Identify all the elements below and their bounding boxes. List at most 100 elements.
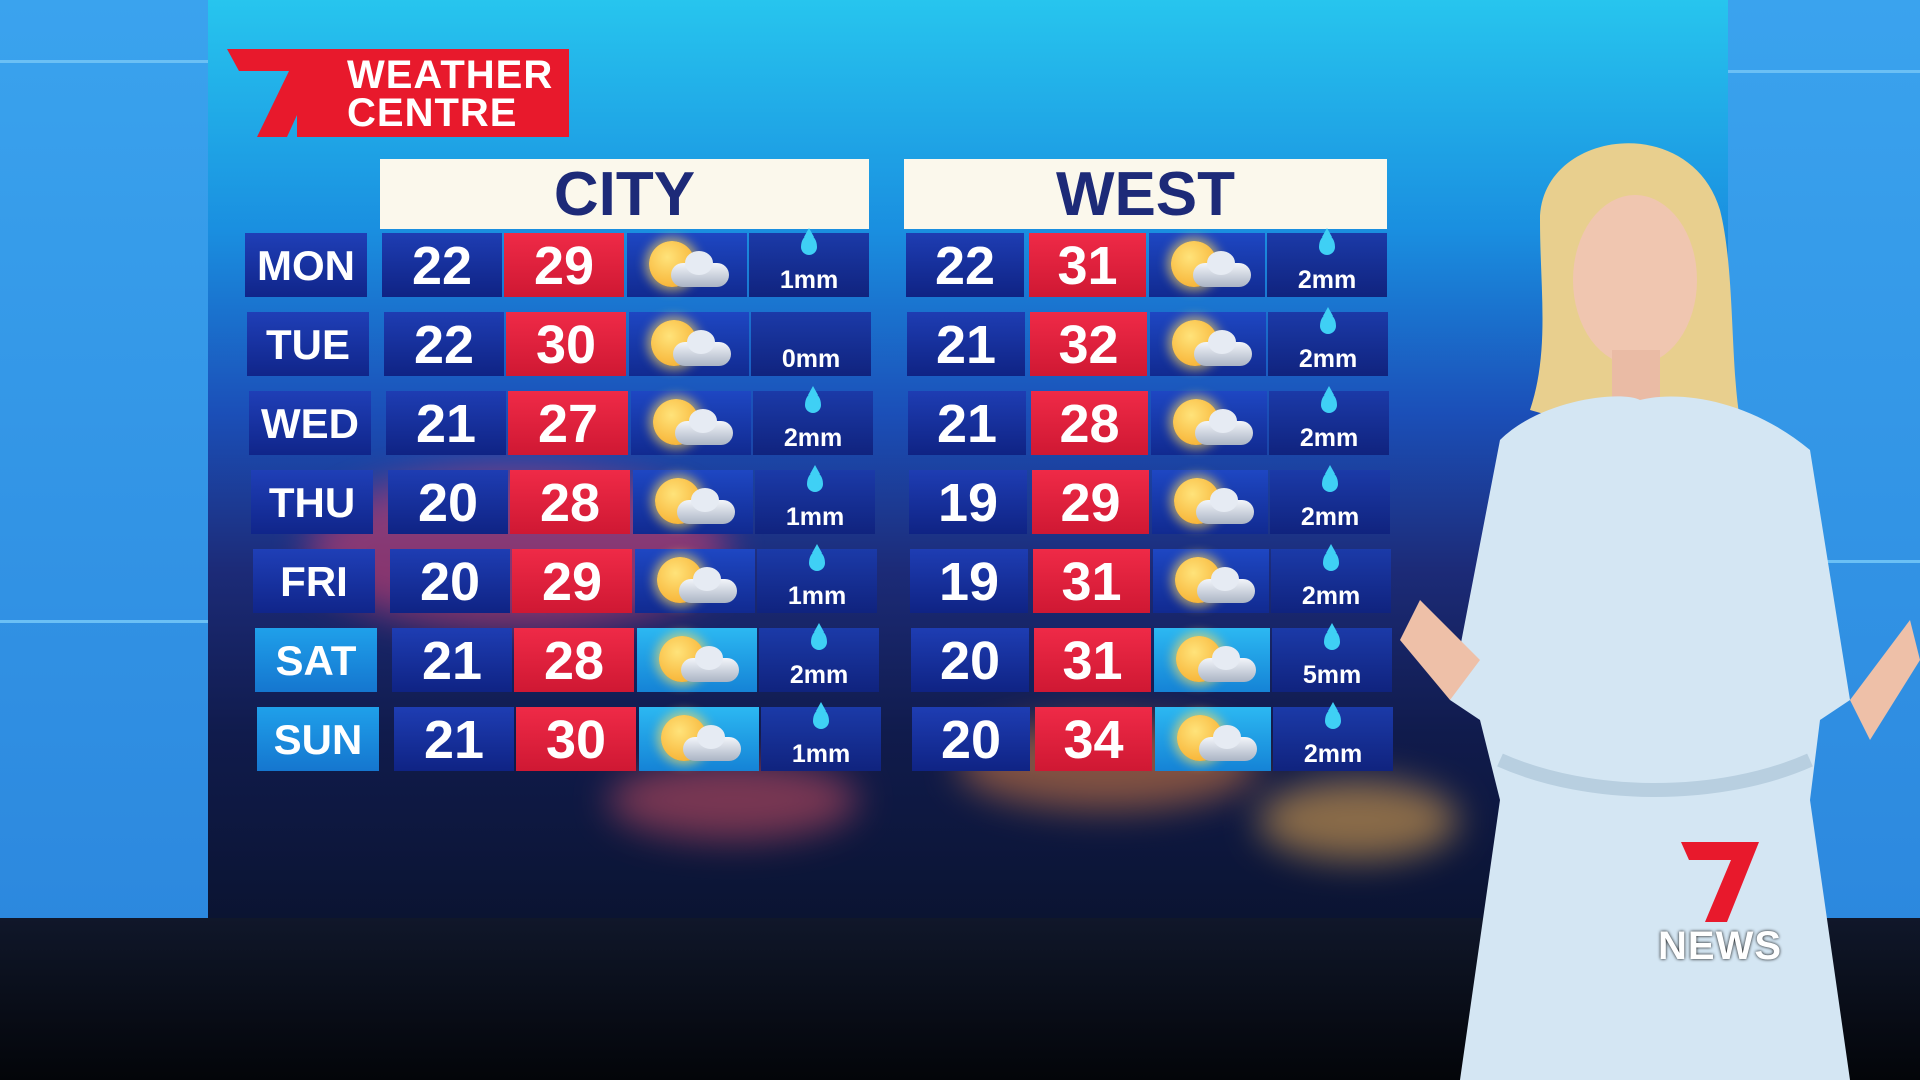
low-temp: 21 bbox=[907, 312, 1025, 376]
rainfall-amount: 5mm bbox=[1302, 661, 1362, 689]
low-temp: 22 bbox=[906, 233, 1024, 297]
low-temp: 19 bbox=[910, 549, 1028, 613]
rainfall-amount: 1mm bbox=[791, 740, 851, 768]
raindrop-icon bbox=[805, 386, 821, 413]
rainfall-amount: 0mm bbox=[781, 345, 841, 373]
day-label: THU bbox=[251, 470, 373, 534]
raindrop-icon bbox=[809, 544, 825, 571]
rainfall-amount: 2mm bbox=[1300, 503, 1360, 531]
weather-icon-cell bbox=[1153, 549, 1269, 613]
rainfall: 2mm bbox=[1267, 228, 1387, 297]
region-header-city: CITY bbox=[380, 159, 869, 229]
high-temp: 28 bbox=[510, 470, 630, 534]
rainfall: 2mm bbox=[1271, 544, 1391, 613]
weather-icon-cell bbox=[635, 549, 755, 613]
rainfall-amount: 1mm bbox=[779, 266, 839, 294]
day-label: MON bbox=[245, 233, 367, 297]
weather-icon-cell bbox=[629, 312, 749, 376]
rainfall: 1mm bbox=[749, 228, 869, 297]
weather-icon-cell bbox=[1154, 628, 1270, 692]
low-temp: 20 bbox=[912, 707, 1030, 771]
rainfall-amount: 1mm bbox=[787, 582, 847, 610]
weather-icon-cell bbox=[637, 628, 757, 692]
rainfall: 2mm bbox=[1268, 307, 1388, 376]
seven-logo-icon bbox=[1681, 842, 1759, 922]
high-temp: 28 bbox=[514, 628, 634, 692]
low-temp: 20 bbox=[911, 628, 1029, 692]
rainfall-amount: 2mm bbox=[1301, 582, 1361, 610]
high-temp: 30 bbox=[506, 312, 626, 376]
high-temp: 32 bbox=[1030, 312, 1147, 376]
weather-icon-cell bbox=[1149, 233, 1265, 297]
raindrop-icon bbox=[801, 228, 817, 255]
weather-icon-cell bbox=[1151, 391, 1267, 455]
logo-line2: CENTRE bbox=[347, 91, 518, 135]
day-label: SAT bbox=[255, 628, 377, 692]
rainfall: 2mm bbox=[1273, 702, 1393, 771]
raindrop-icon bbox=[813, 702, 829, 729]
presenter bbox=[1400, 143, 1920, 1080]
studio-wall-left bbox=[0, 0, 215, 1000]
raindrop-icon bbox=[1325, 702, 1341, 729]
low-temp: 22 bbox=[384, 312, 504, 376]
rainfall: 1mm bbox=[761, 702, 881, 771]
weather-icon-cell bbox=[639, 707, 759, 771]
low-temp: 20 bbox=[390, 549, 510, 613]
rainfall: 5mm bbox=[1272, 623, 1392, 692]
low-temp: 21 bbox=[392, 628, 512, 692]
low-temp: 19 bbox=[909, 470, 1027, 534]
day-label: SUN bbox=[257, 707, 379, 771]
rainfall-amount: 2mm bbox=[789, 661, 849, 689]
raindrop-icon bbox=[1324, 623, 1340, 650]
high-temp: 28 bbox=[1031, 391, 1148, 455]
high-temp: 34 bbox=[1035, 707, 1152, 771]
rainfall-amount: 2mm bbox=[783, 424, 843, 452]
weather-icon-cell bbox=[1150, 312, 1266, 376]
rainfall: 1mm bbox=[757, 544, 877, 613]
rainfall-amount: 2mm bbox=[1303, 740, 1363, 768]
raindrop-icon bbox=[807, 465, 823, 492]
raindrop-icon bbox=[1322, 465, 1338, 492]
raindrop-icon bbox=[1320, 307, 1336, 334]
raindrop-icon bbox=[1319, 228, 1335, 255]
high-temp: 27 bbox=[508, 391, 628, 455]
high-temp: 31 bbox=[1033, 549, 1150, 613]
raindrop-icon bbox=[811, 623, 827, 650]
high-temp: 29 bbox=[504, 233, 624, 297]
weather-icon-cell bbox=[633, 470, 753, 534]
rainfall: 2mm bbox=[753, 386, 873, 455]
low-temp: 21 bbox=[386, 391, 506, 455]
high-temp: 30 bbox=[516, 707, 636, 771]
rainfall-amount: 1mm bbox=[785, 503, 845, 531]
rainfall: 0mm bbox=[751, 312, 871, 376]
rainfall: 2mm bbox=[759, 623, 879, 692]
region-header-west: WEST bbox=[904, 159, 1387, 229]
rainfall-amount: 2mm bbox=[1299, 424, 1359, 452]
low-temp: 21 bbox=[394, 707, 514, 771]
rainfall-amount: 2mm bbox=[1297, 266, 1357, 294]
high-temp: 31 bbox=[1034, 628, 1151, 692]
day-label: FRI bbox=[253, 549, 375, 613]
raindrop-icon bbox=[1323, 544, 1339, 571]
day-label: WED bbox=[249, 391, 371, 455]
weather-icon-cell bbox=[1155, 707, 1271, 771]
logo-line1: WEATHER bbox=[347, 53, 554, 97]
low-temp: 20 bbox=[388, 470, 508, 534]
weather-icon-cell bbox=[631, 391, 751, 455]
7news-logo: NEWS bbox=[1635, 842, 1805, 968]
rainfall: 2mm bbox=[1270, 465, 1390, 534]
high-temp: 29 bbox=[1032, 470, 1149, 534]
weather-icon-cell bbox=[627, 233, 747, 297]
raindrop-icon bbox=[1321, 386, 1337, 413]
news-logo-text: NEWS bbox=[1658, 924, 1782, 968]
rainfall: 2mm bbox=[1269, 386, 1389, 455]
day-label: TUE bbox=[247, 312, 369, 376]
rainfall-amount: 2mm bbox=[1298, 345, 1358, 373]
rainfall: 1mm bbox=[755, 465, 875, 534]
low-temp: 21 bbox=[908, 391, 1026, 455]
high-temp: 31 bbox=[1029, 233, 1146, 297]
low-temp: 22 bbox=[382, 233, 502, 297]
high-temp: 29 bbox=[512, 549, 632, 613]
weather-centre-logo: WEATHER CENTRE bbox=[227, 49, 569, 137]
weather-icon-cell bbox=[1152, 470, 1268, 534]
